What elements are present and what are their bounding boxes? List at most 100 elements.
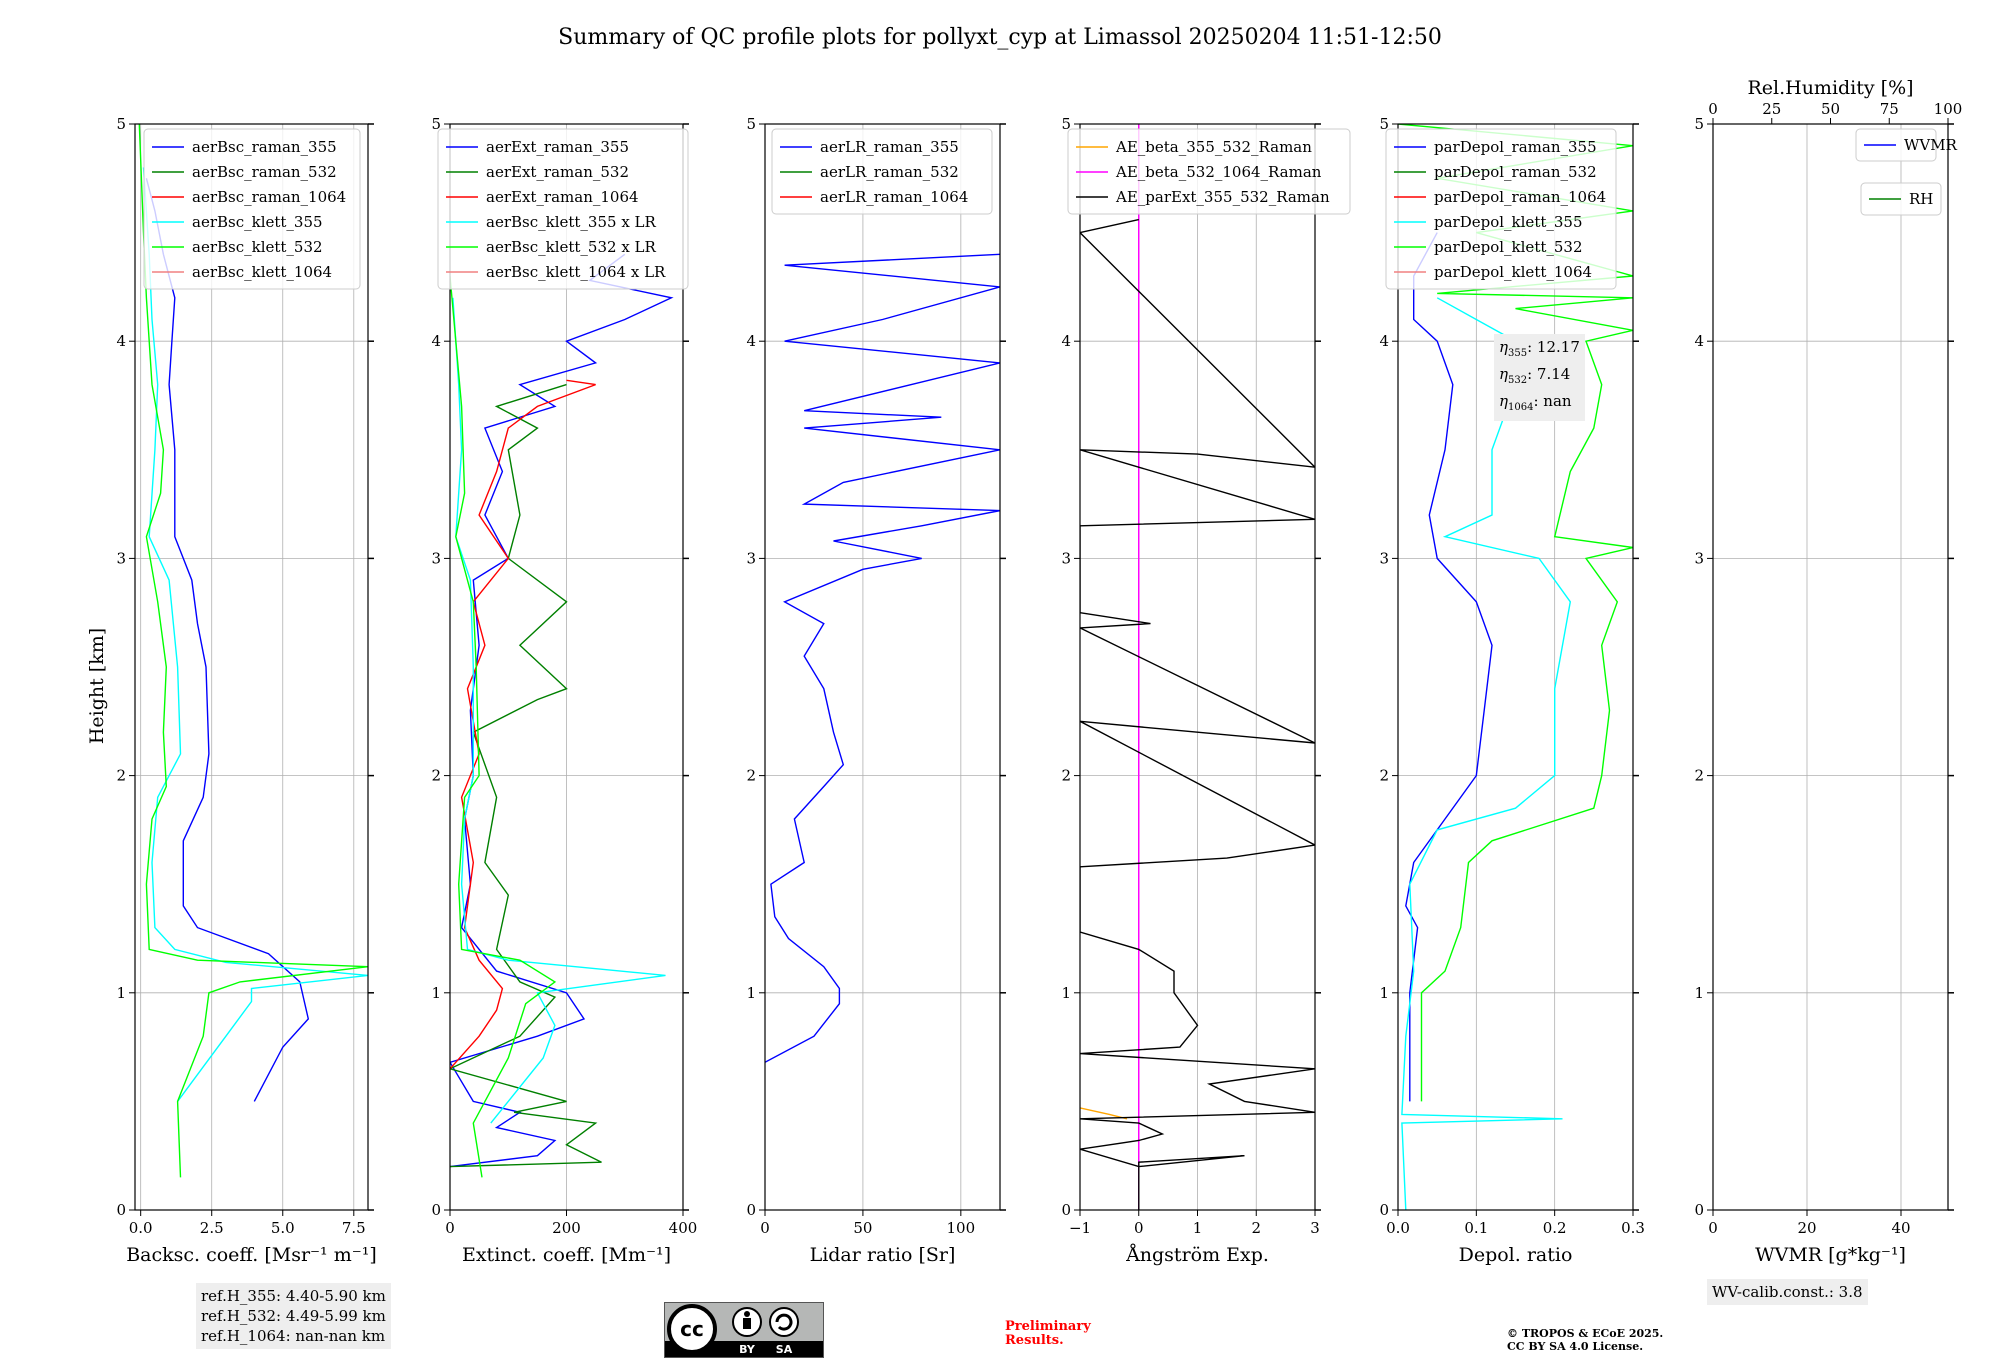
ref-height-1064: ref.H_1064: nan-nan km	[201, 1327, 386, 1345]
legend-label: parDepol_raman_355	[1434, 138, 1597, 156]
legend-frame	[1385, 128, 1617, 290]
y-tick-label: 1	[431, 984, 441, 1002]
y-tick-label: 5	[116, 115, 126, 133]
legend: aerBsc_raman_355 aerBsc_raman_532 aerBsc_r…	[143, 128, 361, 290]
x-axis-label: Lidar ratio [Sr]	[810, 1244, 956, 1266]
y-tick-label: 2	[116, 767, 126, 785]
ref-height-532: ref.H_532: 4.49-5.99 km	[201, 1307, 386, 1325]
x-tick-label: 400	[669, 1219, 698, 1237]
legend-label: parDepol_raman_532	[1434, 163, 1597, 181]
y-tick-label: 4	[1694, 332, 1704, 350]
legend-label: aerExt_raman_1064	[486, 188, 639, 206]
legend-label: AE_beta_532_1064_Raman	[1115, 163, 1322, 181]
series-line-parDepol_klett_355	[1401, 297, 1572, 1210]
x-tick-label: 3	[1310, 1219, 1320, 1237]
x-tick-label: 7.5	[342, 1219, 366, 1237]
eta-1064: η1064: nan	[1499, 392, 1572, 413]
y-axis-label: Height [km]	[86, 628, 108, 744]
legend-label: parDepol_klett_532	[1434, 238, 1583, 256]
y-tick-label: 4	[1379, 332, 1389, 350]
copyright-line-1: © TROPOS & ECoE 2025.	[1507, 1327, 1664, 1340]
legend-label: aerBsc_klett_532	[192, 238, 323, 256]
y-tick-label: 5	[1694, 115, 1704, 133]
ref-height-355: ref.H_355: 4.40-5.90 km	[201, 1287, 386, 1305]
y-tick-label: 0	[1694, 1201, 1704, 1219]
legend: AE_beta_355_532_Raman AE_beta_532_1064_Ra…	[1067, 128, 1351, 215]
legend-label: parDepol_raman_1064	[1434, 188, 1606, 206]
series-line-aerBsc_klett_355	[142, 167, 368, 1102]
y-tick-label: 0	[1061, 1201, 1071, 1219]
series-group	[1080, 218, 1315, 1210]
cc-logo-icon	[667, 1304, 717, 1354]
y-tick-label: 4	[1061, 332, 1071, 350]
x-tick-label: 100	[947, 1219, 976, 1237]
x-tick-label: 0.2	[1543, 1219, 1567, 1237]
y-tick-label: 0	[116, 1201, 126, 1219]
x-tick-label: 0	[1708, 1219, 1718, 1237]
x-tick-label: 1	[1193, 1219, 1203, 1237]
x-tick-label: 50	[853, 1219, 872, 1237]
legend-label: WVMR	[1904, 136, 1958, 154]
x-axis-label: Ångström Exp.	[1125, 1244, 1269, 1266]
legend-label: aerBsc_klett_355 x LR	[486, 213, 657, 231]
x-axis-label: WVMR [g*kg⁻¹]	[1755, 1244, 1906, 1266]
legend-label: aerLR_raman_532	[820, 163, 959, 181]
y-tick-label: 0	[1379, 1201, 1389, 1219]
cc-license-badge: cc BY SA	[664, 1302, 824, 1358]
y-tick-label: 4	[746, 332, 756, 350]
series-group	[138, 124, 368, 1178]
x-tick-label: 200	[552, 1219, 581, 1237]
y-tick-label: 5	[1379, 115, 1389, 133]
x-tick-label: 0.1	[1464, 1219, 1488, 1237]
cc-sa-label: SA	[776, 1343, 793, 1356]
axes-frame	[134, 123, 369, 1211]
y-tick-label: 4	[431, 332, 441, 350]
x-axis-label: Backsc. coeff. [Msr⁻¹ m⁻¹]	[126, 1244, 377, 1266]
x-tick-label: 0.0	[129, 1219, 153, 1237]
top-x-tick-label: 75	[1880, 100, 1899, 118]
series-line-aerExt_raman_1064	[450, 379, 596, 1070]
legend-label: aerBsc_raman_1064	[192, 188, 346, 206]
legend-label: aerLR_raman_355	[820, 138, 959, 156]
svg-text:cc: cc	[680, 1317, 704, 1341]
x-tick-label: 40	[1891, 1219, 1910, 1237]
top-x-tick-label: 0	[1708, 100, 1718, 118]
series-line-aerBsc_klett_532 x LR	[450, 275, 557, 1178]
top-x-tick-label: 50	[1821, 100, 1840, 118]
y-tick-label: 4	[116, 332, 126, 350]
series-group	[765, 253, 1000, 1063]
legend: aerLR_raman_355 aerLR_raman_532 aerLR_rama…	[771, 128, 993, 215]
panel-1: 0.0 2.5 5.0 7.5 0 1 2 3 4 5 Backsc. coeff. [Msr⁻¹ …	[116, 115, 376, 1266]
x-tick-label: 20	[1797, 1219, 1816, 1237]
series-line-parDepol_raman_355	[1405, 232, 1493, 1102]
legend-frame	[1067, 128, 1351, 215]
eta-532-value: 7.14	[1536, 365, 1571, 383]
y-tick-label: 2	[746, 767, 756, 785]
y-tick-label: 3	[116, 549, 126, 567]
preliminary-line-1: Preliminary	[1005, 1319, 1091, 1334]
axes-frame	[1397, 123, 1634, 1211]
series-line-aerExt_raman_532	[450, 383, 602, 1168]
panel-5: 0.0 0.1 0.2 0.3 0 1 2 3 4 5 Depol. ratio parDepol_r…	[1379, 115, 1644, 1266]
y-tick-label: 3	[746, 549, 756, 567]
y-tick-label: 1	[746, 984, 756, 1002]
legend-frame	[143, 128, 361, 290]
x-tick-label: 0.3	[1621, 1219, 1645, 1237]
series-line-aerLR_raman_355	[765, 253, 1000, 1063]
y-tick-label: 2	[1061, 767, 1071, 785]
y-tick-label: 1	[1694, 984, 1704, 1002]
legend-label: AE_beta_355_532_Raman	[1115, 138, 1312, 156]
legend-label: RH	[1909, 190, 1933, 208]
legend-label: aerExt_raman_355	[486, 138, 629, 156]
panel-3: 0 50 100 0 1 2 3 4 5 Lidar ratio [Sr] aerLR_raman_…	[746, 115, 1006, 1266]
y-tick-label: 2	[1694, 767, 1704, 785]
legend-label: aerBsc_klett_1064	[192, 263, 332, 281]
legend-label: AE_parExt_355_532_Raman	[1115, 188, 1330, 206]
eta-box: η355: 12.17 η532: 7.14 η1064: nan	[1494, 334, 1585, 421]
x-tick-label: 5.0	[271, 1219, 295, 1237]
eta-355-value: 12.17	[1536, 338, 1580, 356]
legend-label: parDepol_klett_355	[1434, 213, 1583, 231]
series-line-aerBsc_klett_355 x LR	[452, 297, 666, 1124]
legend-label: aerBsc_klett_1064 x LR	[486, 263, 666, 281]
